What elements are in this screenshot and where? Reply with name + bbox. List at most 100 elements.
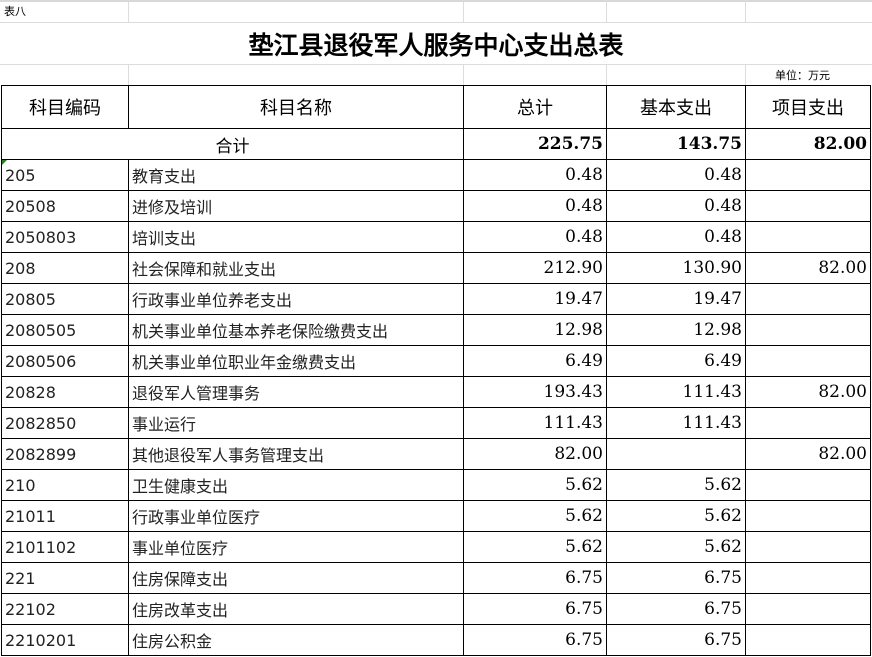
- cell-basic: 5.62: [606, 469, 746, 501]
- cell-name: 卫生健康支出: [128, 469, 464, 501]
- page-title: 垫江县退役军人服务中心支出总表: [248, 31, 624, 60]
- cell-name: 教育支出: [128, 159, 464, 191]
- table-row: 20805 行政事业单位养老支出 19.47 19.47: [1, 283, 871, 315]
- cell-code: 2210201: [1, 624, 129, 656]
- cell-project: [745, 159, 871, 191]
- cell-total: 212.90: [463, 252, 607, 284]
- cell-code: 2082899: [1, 438, 129, 470]
- cell-name: 住房公积金: [128, 624, 464, 656]
- header-basic: 基本支出: [606, 85, 746, 129]
- cell-total: 5.62: [463, 469, 607, 501]
- cell-code: 2080506: [1, 345, 129, 377]
- cell-project: [745, 314, 871, 346]
- table-row: 2080506 机关事业单位职业年金缴费支出 6.49 6.49: [1, 345, 871, 377]
- cell-total: 0.48: [463, 159, 607, 191]
- cell-name: 住房保障支出: [128, 562, 464, 594]
- cell-project: 82.00: [745, 376, 871, 408]
- cell-total: 6.75: [463, 593, 607, 625]
- table-row: 2080505 机关事业单位基本养老保险缴费支出 12.98 12.98: [1, 314, 871, 346]
- cell-name: 事业单位医疗: [128, 531, 464, 563]
- cell-code: 20828: [1, 376, 129, 408]
- cell-project: [745, 562, 871, 594]
- table-row: 205 教育支出 0.48 0.48: [1, 159, 871, 191]
- cell-name: 机关事业单位职业年金缴费支出: [128, 345, 464, 377]
- sheet-label: 表八: [4, 5, 26, 18]
- cell-basic: 19.47: [606, 283, 746, 315]
- cell-project: [745, 624, 871, 656]
- cell-code: 205: [1, 159, 129, 191]
- table-row: 22102 住房改革支出 6.75 6.75: [1, 593, 871, 625]
- cell-project: [745, 221, 871, 253]
- table-row: 2082850 事业运行 111.43 111.43: [1, 407, 871, 439]
- cell-project: [745, 593, 871, 625]
- cell-code: 210: [1, 469, 129, 501]
- cell-total: 111.43: [463, 407, 607, 439]
- cell-total: 5.62: [463, 500, 607, 532]
- cell-code: 221: [1, 562, 129, 594]
- total-basic: 143.75: [606, 128, 746, 160]
- cell-total: 6.75: [463, 624, 607, 656]
- total-label: 合计: [1, 128, 464, 160]
- cell-basic: 6.75: [606, 624, 746, 656]
- table-row: 2101102 事业单位医疗 5.62 5.62: [1, 531, 871, 563]
- total-total: 225.75: [463, 128, 607, 160]
- cell-project: [745, 283, 871, 315]
- table-row: 2210201 住房公积金 6.75 6.75: [1, 624, 871, 656]
- table-row: 208 社会保障和就业支出 212.90 130.90 82.00: [1, 252, 871, 284]
- sheet-top-border: [0, 0, 872, 2]
- cell-project: 82.00: [745, 252, 871, 284]
- cell-total: 0.48: [463, 190, 607, 222]
- cell-basic: 6.75: [606, 562, 746, 594]
- cell-code: 22102: [1, 593, 129, 625]
- cell-code: 2080505: [1, 314, 129, 346]
- cell-total: 193.43: [463, 376, 607, 408]
- cell-code: 2050803: [1, 221, 129, 253]
- cell-basic: 6.75: [606, 593, 746, 625]
- cell-basic: 111.43: [606, 407, 746, 439]
- cell-basic: 6.49: [606, 345, 746, 377]
- cell-total: 0.48: [463, 221, 607, 253]
- cell-basic: 111.43: [606, 376, 746, 408]
- cell-project: [745, 190, 871, 222]
- cell-total: 12.98: [463, 314, 607, 346]
- cell-project: [745, 469, 871, 501]
- cell-basic: 12.98: [606, 314, 746, 346]
- cell-code: 2082850: [1, 407, 129, 439]
- header-total: 总计: [463, 85, 607, 129]
- unit-label: 单位：万元: [775, 69, 830, 82]
- cell-total: 19.47: [463, 283, 607, 315]
- table-row: 221 住房保障支出 6.75 6.75: [1, 562, 871, 594]
- cell-basic: 0.48: [606, 190, 746, 222]
- cell-basic: [606, 438, 746, 470]
- table-row: 20508 进修及培训 0.48 0.48: [1, 190, 871, 222]
- table-row: 2082899 其他退役军人事务管理支出 82.00 82.00: [1, 438, 871, 470]
- total-project: 82.00: [745, 128, 871, 160]
- cell-name: 培训支出: [128, 221, 464, 253]
- header-project: 项目支出: [745, 85, 871, 129]
- cell-basic: 0.48: [606, 159, 746, 191]
- table-header-row: 科目编码 科目名称 总计 基本支出 项目支出: [1, 85, 871, 129]
- cell-code: 21011: [1, 500, 129, 532]
- cell-basic: 5.62: [606, 500, 746, 532]
- expenditure-table: 科目编码 科目名称 总计 基本支出 项目支出 合计 225.75 143.75 …: [1, 85, 871, 656]
- sheet-header-area: 表八 垫江县退役军人服务中心支出总表 单位：万元: [0, 0, 872, 85]
- cell-name: 行政事业单位养老支出: [128, 283, 464, 315]
- cell-code: 20508: [1, 190, 129, 222]
- cell-total: 5.62: [463, 531, 607, 563]
- cell-code: 2101102: [1, 531, 129, 563]
- header-name: 科目名称: [128, 85, 464, 129]
- cell-name: 社会保障和就业支出: [128, 252, 464, 284]
- cell-name: 行政事业单位医疗: [128, 500, 464, 532]
- cell-basic: 0.48: [606, 221, 746, 253]
- cell-project: [745, 345, 871, 377]
- cell-name: 机关事业单位基本养老保险缴费支出: [128, 314, 464, 346]
- cell-total: 6.49: [463, 345, 607, 377]
- table-row: 210 卫生健康支出 5.62 5.62: [1, 469, 871, 501]
- cell-name: 退役军人管理事务: [128, 376, 464, 408]
- cell-name: 住房改革支出: [128, 593, 464, 625]
- table-row: 2050803 培训支出 0.48 0.48: [1, 221, 871, 253]
- cell-code: 208: [1, 252, 129, 284]
- cell-code: 20805: [1, 283, 129, 315]
- cell-basic: 130.90: [606, 252, 746, 284]
- table-row: 20828 退役军人管理事务 193.43 111.43 82.00: [1, 376, 871, 408]
